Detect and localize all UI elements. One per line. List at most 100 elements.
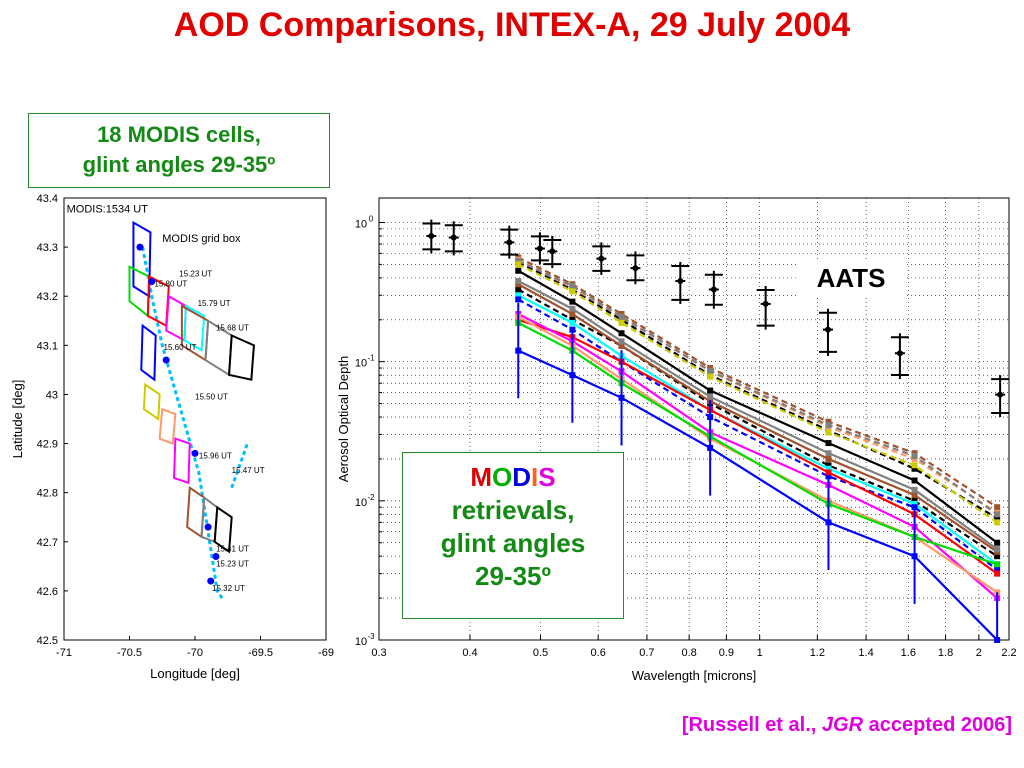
map-annotation: 15.41 UT (216, 545, 249, 554)
modis-grid-box (173, 437, 191, 485)
citation-suffix: accepted 2006] (863, 714, 1012, 736)
modis-series-point (515, 296, 522, 303)
aats-point (896, 350, 903, 357)
track-dot (212, 553, 220, 561)
modis-series-point (569, 311, 576, 318)
modis-series-point (515, 286, 522, 293)
citation-journal: JGR (821, 714, 864, 736)
aod-xtick-label: 0.6 (591, 647, 606, 659)
map-annotation: 15.23 UT (179, 270, 212, 279)
modis-series-point (911, 477, 918, 484)
modis-series-point (618, 330, 625, 337)
track-dot (148, 277, 156, 285)
retrievals-line2: retrievals, (451, 495, 575, 525)
map-annotation: 15.68 UT (216, 324, 249, 333)
modis-series-point (825, 462, 832, 469)
citation-prefix: [Russell et al., (681, 714, 822, 736)
map-ytick-label: 42.9 (37, 439, 58, 451)
map-chart: -71 -70.5 -70 -69.5 -69 42.5 42.6 42.7 42.8 42.9 4… (10, 193, 334, 681)
retrievals-line3: glint angles (440, 528, 586, 558)
modis-series-point (994, 515, 1001, 522)
aats-point (450, 234, 457, 241)
modis-series-point (994, 553, 1001, 560)
aod-xtick-label: 0.3 (371, 647, 386, 659)
aats-point (632, 265, 639, 272)
map-xtick-label: -69.5 (248, 647, 273, 659)
modis-series-point (825, 455, 832, 462)
modis-series-point (825, 418, 832, 425)
modis-series-point (994, 519, 1001, 526)
map-annotation: MODIS grid box (162, 233, 241, 245)
modis-series-point (515, 257, 522, 264)
retrievals-line4: 29-35º (475, 561, 551, 591)
aod-ytick-label: 10 (355, 219, 367, 231)
map-ytick-label: 43 (46, 389, 58, 401)
aats-point (549, 248, 556, 255)
map-annotation: 15.47 UT (232, 466, 265, 475)
aod-ytick-exponent: -1 (367, 354, 375, 363)
modis-series-point (515, 267, 522, 274)
aod-xlabel: Wavelength [microns] (632, 668, 757, 683)
modis-series-point (911, 462, 918, 469)
aats-point (506, 239, 513, 246)
modis-series-point (569, 319, 576, 326)
map-xtick-label: -70 (187, 647, 203, 659)
modis-letter-0: M (470, 462, 493, 492)
aod-xtick-label: 0.4 (462, 647, 477, 659)
modis-series-point (825, 422, 832, 429)
aats-point (997, 391, 1004, 398)
aod-xtick-label: 1.6 (901, 647, 916, 659)
modis-series-point (825, 469, 832, 476)
modis-series-point (515, 281, 522, 288)
modis-series-point (994, 504, 1001, 511)
modis-series-point (707, 387, 714, 394)
page-title: AOD Comparisons, INTEX-A, 29 July 2004 (173, 6, 851, 44)
modis-series-point (911, 497, 918, 504)
aod-ytick-exponent: -2 (367, 493, 375, 502)
modis-letter-3: I (531, 462, 539, 492)
modis-series-point (515, 277, 522, 284)
map-ytick-label: 42.6 (37, 586, 58, 598)
aats-point (428, 232, 435, 239)
modis-letter-1: O (492, 462, 513, 492)
aats-label: AATS (796, 260, 906, 296)
modis-series-point (618, 342, 625, 349)
map-ytick-label: 42.5 (37, 635, 58, 647)
map-axes-frame (63, 197, 327, 641)
aod-ytick-label: 10 (355, 497, 367, 509)
modis-series-point (994, 566, 1001, 573)
map-xtick-label: -69 (318, 647, 334, 659)
modis-cells-line1: 18 MODIS cells, (97, 122, 261, 147)
flight-track-segment (230, 443, 249, 489)
modis-cells-line2: glint angles 29-35º (82, 152, 276, 177)
map-annotation: 15.50 UT (195, 392, 228, 401)
map-ylabel: Latitude [deg] (10, 380, 25, 459)
modis-grid-box (183, 304, 206, 352)
aod-ytick-label: 10 (355, 358, 367, 370)
aod-ylabel: Aerosol Optical Depth (336, 356, 351, 482)
modis-series-point (515, 292, 522, 299)
modis-retrievals-callout: MODIS retrievals, glint angles 29-35º (402, 452, 624, 619)
modis-series-point (994, 546, 1001, 553)
map-annotation: 15.79 UT (198, 299, 231, 308)
modis-series-point (825, 440, 832, 447)
aod-xtick-label: 2 (976, 647, 982, 659)
modis-series-point (569, 282, 576, 289)
map-ytick-label: 43.4 (37, 193, 58, 205)
aats-point (710, 286, 717, 293)
map-annotation: 15.80 UT (154, 279, 187, 288)
aod-xtick-label: 0.5 (533, 647, 548, 659)
map-ytick-label: 43.1 (37, 340, 58, 352)
modis-series-point (618, 338, 625, 345)
aats-point (536, 245, 543, 252)
aats-point (824, 326, 831, 333)
map-annotation: 15.60 UT (164, 343, 197, 352)
modis-grid-box (140, 323, 157, 382)
modis-word: MODIS (403, 461, 623, 494)
modis-series-point (994, 561, 1001, 568)
modis-series-point (569, 298, 576, 305)
modis-series-point (911, 504, 918, 511)
modis-series-point (569, 316, 576, 323)
modis-series-point (618, 319, 625, 326)
track-dot (204, 523, 212, 531)
